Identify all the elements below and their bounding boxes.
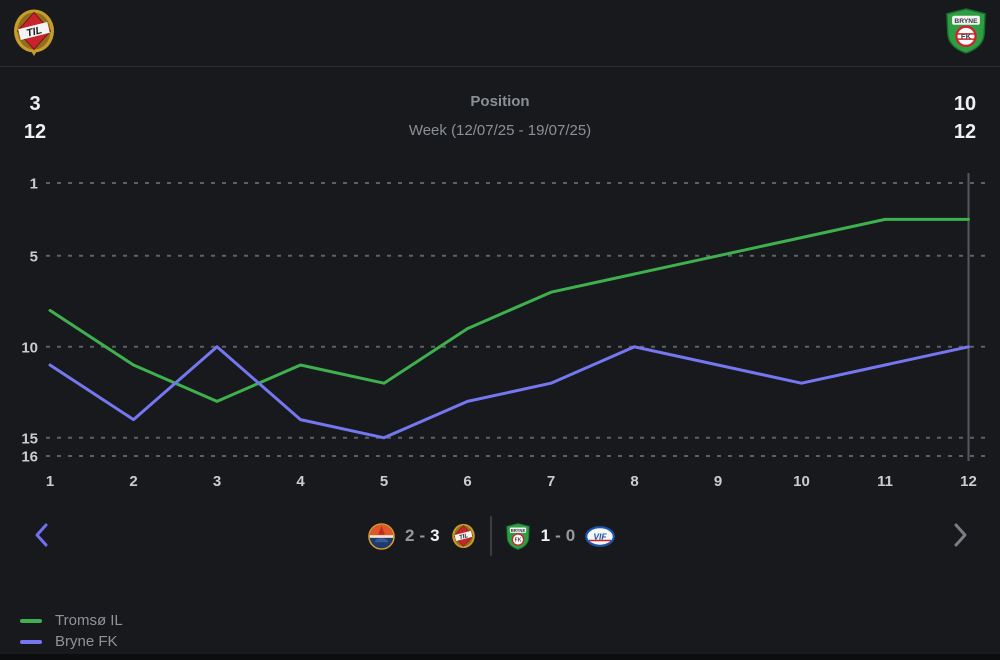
x-tick-label: 7: [547, 473, 555, 490]
score-separator: -: [419, 526, 426, 545]
tromso-match-result[interactable]: 2 - 3 TIL: [368, 522, 477, 550]
chart-header: Position Week (12/07/25 - 19/07/25): [0, 93, 1000, 140]
away-position-value: 10: [953, 93, 977, 115]
home-position-value: 3: [29, 93, 41, 115]
chart-legend: Tromsø IL Bryne FK: [20, 610, 123, 652]
home-team-stats: 3 12: [13, 90, 57, 146]
x-tick-label: 3: [213, 473, 221, 490]
results-divider: [489, 516, 492, 556]
x-tick-label: 5: [380, 473, 388, 490]
y-tick-label: 1: [30, 176, 38, 193]
x-tick-label: 4: [296, 473, 305, 490]
x-tick-label: 9: [714, 473, 722, 490]
legend-item-tromso: Tromsø IL: [20, 610, 123, 631]
previous-week-button[interactable]: [29, 521, 53, 549]
x-tick-label: 12: [960, 473, 977, 490]
bryne-badge-icon: BRYNE FK: [505, 522, 530, 550]
tromso-line-swatch: [20, 618, 42, 623]
chevron-left-icon: [35, 523, 47, 547]
home-score: 2: [405, 526, 415, 545]
score-separator: -: [555, 526, 561, 545]
away-team-stats: 10 12: [943, 90, 987, 146]
tromso-crest-icon: TIL: [14, 9, 54, 56]
x-tick-label: 10: [793, 473, 810, 490]
away-score: 0: [565, 526, 576, 545]
bryne-fk-logo: BRYNE FK: [944, 8, 988, 59]
match-score: 2 - 3: [405, 526, 440, 546]
next-week-button[interactable]: [948, 521, 972, 549]
home-played-value: 12: [23, 121, 47, 143]
match-score: 1 - 0: [541, 526, 576, 546]
x-tick-label: 6: [463, 473, 471, 490]
y-tick-label: 16: [21, 449, 38, 466]
home-score: 1: [540, 526, 551, 545]
week-results-strip: 2 - 3 TIL BRYNE FK 1 -: [368, 510, 616, 562]
metric-label: Position: [470, 93, 530, 110]
bryne-line-swatch: [20, 639, 42, 644]
series-line-bryne-fk: [48, 345, 970, 440]
week-range-label: Week (12/07/25 - 19/07/25): [408, 122, 592, 139]
svg-text:TIL: TIL: [458, 533, 468, 541]
y-tick-label: 10: [21, 339, 38, 356]
y-tick-label: 15: [21, 430, 38, 447]
x-tick-label: 1: [46, 473, 54, 490]
til-logo-text: TIL: [25, 24, 43, 39]
x-tick-label: 8: [630, 473, 638, 490]
y-tick-label: 5: [30, 248, 38, 265]
vif-logo-text: VIF: [594, 531, 608, 541]
away-score: 3: [430, 526, 440, 545]
x-tick-label: 11: [877, 473, 893, 490]
away-played-value: 12: [953, 121, 977, 143]
bottom-edge-strip: [0, 654, 1000, 660]
x-tick-label: 2: [129, 473, 137, 490]
tromso-il-logo: TIL: [11, 8, 57, 61]
chevron-right-icon: [954, 523, 966, 547]
bryne-logo-fk-text: FK: [961, 32, 972, 41]
svg-text:BRYNE: BRYNE: [510, 527, 525, 532]
bryne-logo-name-text: BRYNE: [954, 18, 978, 25]
svg-text:FK: FK: [514, 537, 521, 543]
top-bar: TIL BRYNE FK: [0, 0, 1000, 67]
series-line-troms-il: [48, 217, 970, 403]
bryne-crest-icon: BRYNE FK: [946, 8, 986, 54]
legend-label: Bryne FK: [55, 633, 118, 650]
aalesund-badge-icon: [368, 522, 395, 550]
legend-item-bryne: Bryne FK: [20, 631, 123, 652]
valerenga-badge-icon: VIF: [585, 525, 616, 547]
tromso-badge-icon: TIL: [451, 523, 475, 548]
bryne-match-result[interactable]: BRYNE FK 1 - 0 VIF: [505, 522, 616, 550]
legend-label: Tromsø IL: [55, 612, 123, 629]
